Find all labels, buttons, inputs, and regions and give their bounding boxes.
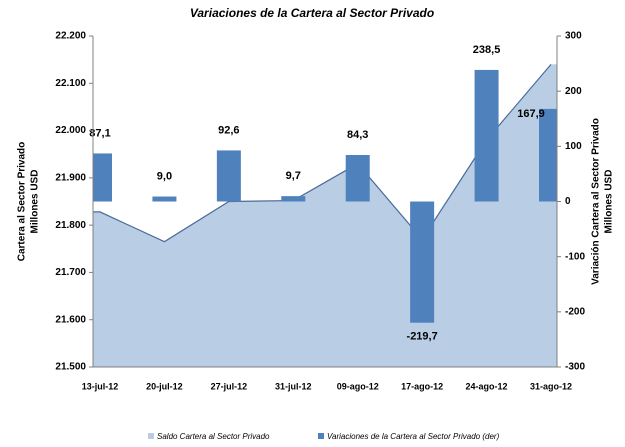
- bar: [216, 150, 241, 202]
- x-tick-label: 20-jul-12: [146, 381, 183, 391]
- y2-tick-label: 300: [565, 31, 582, 42]
- legend-label: Saldo Cartera al Sector Privado: [157, 432, 270, 441]
- bar: [474, 69, 499, 202]
- y-tick-label: 22.200: [55, 31, 86, 42]
- y-tick-label: 21.500: [55, 362, 86, 373]
- y-axis-title: Millones USD: [30, 170, 41, 234]
- y-axis-title: Cartera al Sector Privado: [17, 142, 28, 262]
- data-label: 9,0: [157, 170, 172, 182]
- y2-tick-label: 100: [565, 141, 582, 152]
- x-tick-label: 31-jul-12: [275, 381, 312, 391]
- x-tick-label: 13-jul-12: [82, 381, 119, 391]
- data-label: 87,1: [89, 127, 110, 139]
- chart-title: Variaciones de la Cartera al Sector Priv…: [190, 6, 434, 20]
- y2-tick-label: 200: [565, 86, 582, 97]
- bar: [410, 201, 435, 323]
- bar: [345, 154, 370, 202]
- y2-tick-label: -200: [565, 306, 585, 317]
- y-tick-label: 22.100: [55, 78, 86, 89]
- bar: [539, 108, 557, 202]
- x-tick-label: 24-ago-12: [466, 381, 508, 391]
- x-tick-label: 27-jul-12: [211, 381, 248, 391]
- plot: [93, 63, 557, 367]
- bar: [281, 196, 306, 202]
- y2-axis-title: Millones USD: [604, 170, 615, 234]
- x-tick-label: 09-ago-12: [337, 381, 379, 391]
- bar: [152, 196, 177, 202]
- y2-tick-label: -100: [565, 251, 585, 262]
- legend-swatch: [148, 433, 154, 439]
- data-label: 238,5: [473, 44, 501, 56]
- data-label: 9,7: [286, 170, 301, 182]
- x-tick-label: 17-ago-12: [401, 381, 443, 391]
- y2-tick-label: 0: [565, 196, 571, 207]
- bar: [93, 153, 112, 202]
- y-tick-label: 21.800: [55, 220, 86, 231]
- y-tick-label: 21.600: [55, 314, 86, 325]
- y-tick-label: 22.000: [55, 125, 86, 136]
- data-label: 167,9: [517, 108, 545, 120]
- data-label: 92,6: [218, 124, 239, 136]
- y-tick-label: 21.900: [55, 172, 86, 183]
- data-label: 84,3: [347, 129, 368, 141]
- legend-label: Variaciones de la Cartera al Sector Priv…: [327, 432, 500, 441]
- y-tick-label: 21.700: [55, 267, 86, 278]
- y2-tick-label: -300: [565, 362, 585, 373]
- legend-swatch: [318, 433, 324, 439]
- data-label: -219,7: [407, 331, 438, 343]
- area: [93, 64, 557, 367]
- x-tick-label: 31-ago-12: [530, 381, 572, 391]
- y2-axis-title: Variación Cartera al Sector Privado: [591, 118, 602, 285]
